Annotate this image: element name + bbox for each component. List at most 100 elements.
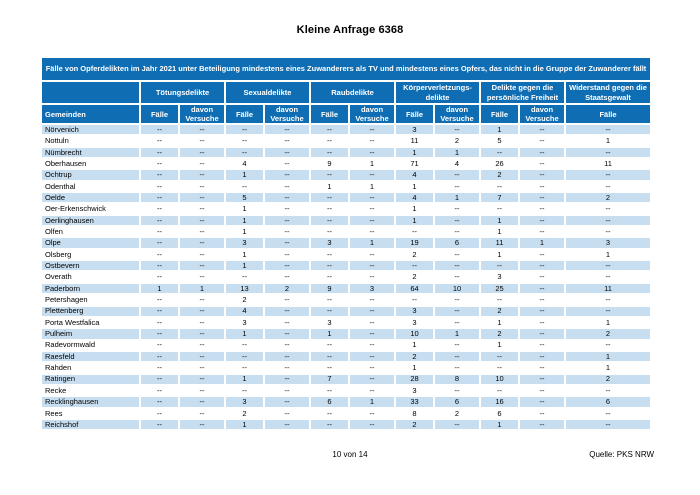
value-cell: -- (141, 204, 178, 214)
value-cell: 4 (396, 193, 433, 203)
value-cell: -- (520, 295, 564, 305)
value-cell: -- (520, 147, 564, 158)
value-cell: -- (265, 363, 309, 373)
value-cell: -- (350, 147, 394, 158)
value-cell: -- (141, 170, 178, 180)
value-cell: 1 (226, 261, 263, 271)
value-cell: 1 (481, 125, 518, 135)
value-cell: -- (350, 317, 394, 328)
value-cell: 1 (350, 238, 394, 248)
value-cell: -- (180, 147, 224, 158)
value-cell: -- (520, 170, 564, 180)
value-cell: -- (566, 215, 651, 226)
value-cell: -- (226, 181, 263, 192)
gemeinde-name: Nottuln (42, 136, 139, 146)
value-cell: 2 (396, 249, 433, 260)
value-cell: -- (350, 193, 394, 203)
value-cell: -- (226, 272, 263, 282)
value-cell: 3 (226, 238, 263, 248)
column-header-1-0: Fälle (226, 105, 263, 123)
value-cell: -- (311, 306, 348, 316)
value-cell: 3 (396, 306, 433, 316)
gemeinde-name: Reichshof (42, 419, 139, 430)
value-cell: 1 (226, 227, 263, 237)
value-cell: -- (311, 419, 348, 430)
value-cell: 1 (226, 215, 263, 226)
value-cell: -- (265, 385, 309, 396)
gemeinde-name: Odenthal (42, 181, 139, 192)
value-cell: 9 (311, 159, 348, 169)
value-cell: -- (311, 136, 348, 146)
value-cell: -- (311, 272, 348, 282)
value-cell: 5 (226, 193, 263, 203)
row-header-label: Gemeinden (42, 105, 139, 123)
value-cell: -- (350, 340, 394, 350)
value-cell: -- (141, 340, 178, 350)
value-cell: 1 (226, 419, 263, 430)
value-cell: 1 (481, 419, 518, 430)
table-row: Petershagen -- -- 2 -- -- -- -- -- -- -- -- (42, 295, 651, 305)
value-cell: 11 (566, 159, 651, 169)
value-cell: -- (520, 317, 564, 328)
table-row: Radevormwald -- -- -- -- -- -- 1 -- 1 -- -- (42, 340, 651, 350)
column-header-2-0: Fälle (311, 105, 348, 123)
value-cell: -- (265, 136, 309, 146)
value-cell: -- (435, 295, 479, 305)
value-cell: -- (180, 329, 224, 339)
value-cell: -- (265, 170, 309, 180)
value-cell: 4 (435, 159, 479, 169)
value-cell: -- (265, 329, 309, 339)
gemeinde-name: Oelde (42, 193, 139, 203)
value-cell: -- (226, 351, 263, 362)
value-cell: -- (520, 374, 564, 384)
value-cell: 11 (481, 238, 518, 248)
value-cell: -- (350, 272, 394, 282)
value-cell: -- (350, 249, 394, 260)
value-cell: -- (350, 125, 394, 135)
value-cell: -- (141, 272, 178, 282)
value-cell: -- (265, 295, 309, 305)
value-cell: -- (520, 249, 564, 260)
value-cell: 10 (396, 329, 433, 339)
value-cell: -- (566, 340, 651, 350)
gemeinde-name: Plettenberg (42, 306, 139, 316)
page-number: 10 von 14 (332, 450, 368, 459)
value-cell: 3 (396, 317, 433, 328)
gemeinde-name: Recke (42, 385, 139, 396)
value-cell: 6 (566, 397, 651, 407)
value-cell: -- (180, 193, 224, 203)
value-cell: -- (566, 408, 651, 418)
value-cell: -- (180, 340, 224, 350)
value-cell: -- (265, 147, 309, 158)
value-cell: 1 (350, 159, 394, 169)
value-cell: 2 (226, 295, 263, 305)
value-cell: -- (180, 397, 224, 407)
value-cell: -- (180, 125, 224, 135)
value-cell: -- (520, 419, 564, 430)
value-cell: 2 (566, 193, 651, 203)
value-cell: -- (226, 136, 263, 146)
value-cell: -- (311, 227, 348, 237)
value-cell: -- (265, 159, 309, 169)
value-cell: 11 (566, 283, 651, 294)
table-row: Olsberg -- -- 1 -- -- -- 2 -- 1 -- 1 (42, 249, 651, 260)
table-row: Ratingen -- -- 1 -- 7 -- 28 8 10 -- 2 (42, 374, 651, 384)
value-cell: -- (481, 204, 518, 214)
value-cell: -- (520, 159, 564, 169)
table-row: Ochtrup -- -- 1 -- -- -- 4 -- 2 -- -- (42, 170, 651, 180)
value-cell: -- (311, 340, 348, 350)
value-cell: -- (520, 408, 564, 418)
table-caption-row: Fälle von Opferdelikten im Jahr 2021 unt… (42, 58, 651, 80)
value-cell: 1 (481, 249, 518, 260)
value-cell: -- (435, 125, 479, 135)
value-cell: -- (265, 340, 309, 350)
value-cell: 16 (481, 397, 518, 407)
value-cell: 4 (226, 159, 263, 169)
value-cell: -- (141, 397, 178, 407)
value-cell: -- (141, 261, 178, 271)
statistics-table-body: Fälle von Opferdelikten im Jahr 2021 unt… (42, 58, 651, 430)
value-cell: 26 (481, 159, 518, 169)
table-row: Overath -- -- -- -- -- -- 2 -- 3 -- -- (42, 272, 651, 282)
value-cell: -- (265, 317, 309, 328)
gemeinde-name: Pulheim (42, 329, 139, 339)
